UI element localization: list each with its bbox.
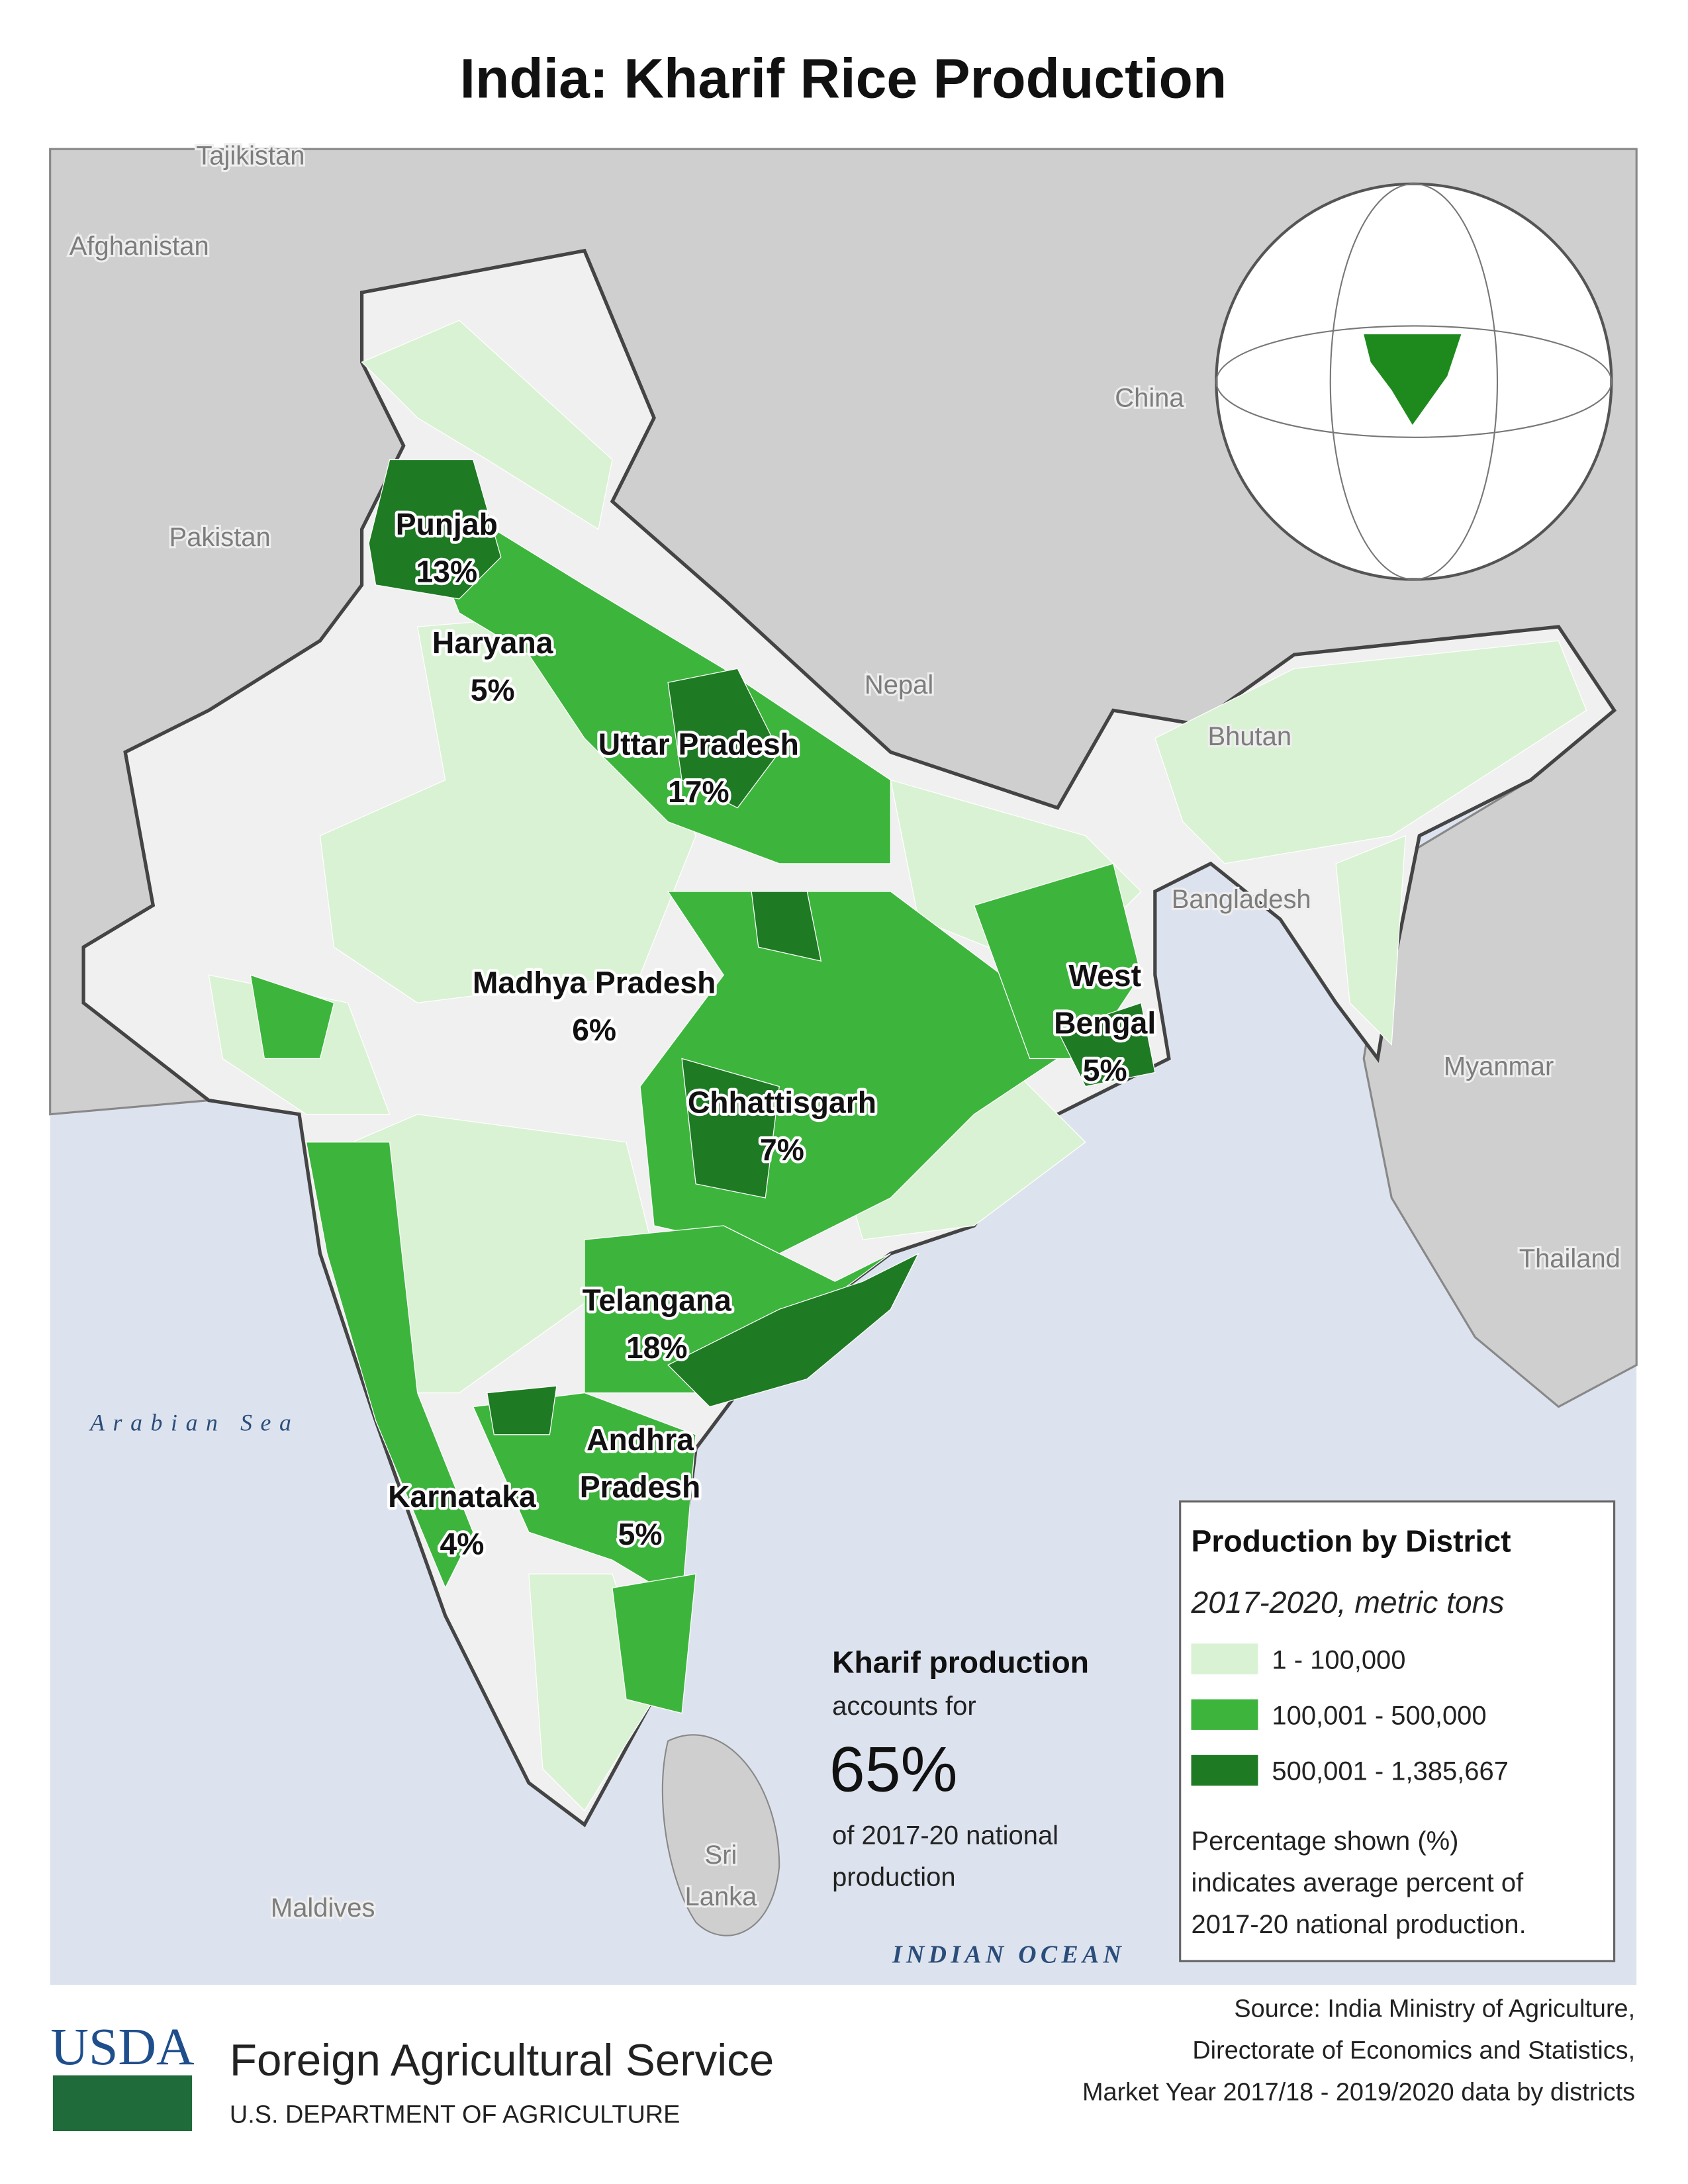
country-label: Afghanistan bbox=[70, 232, 209, 261]
state-percent: 5% bbox=[618, 1517, 663, 1551]
district-patch bbox=[305, 1142, 474, 1589]
legend-label: 500,001 - 1,385,667 bbox=[1272, 1757, 1508, 1786]
state-name: Madhya Pradesh bbox=[473, 966, 716, 1000]
district-patch bbox=[487, 1385, 557, 1435]
state-name: Uttar Pradesh bbox=[598, 727, 799, 762]
legend-swatch bbox=[1191, 1643, 1258, 1674]
country-label: Lanka bbox=[685, 1882, 758, 1911]
dept: U.S. DEPARTMENT OF AGRICULTURE bbox=[230, 2101, 680, 2128]
source-line: Directorate of Economics and Statistics, bbox=[1192, 2037, 1635, 2065]
district-patch bbox=[667, 1252, 919, 1408]
country-label: Sri bbox=[705, 1841, 737, 1870]
country-label: Bangladesh bbox=[1172, 885, 1311, 914]
locator-globe bbox=[1215, 182, 1613, 581]
state-name: Chhattisgarh bbox=[688, 1085, 876, 1120]
country-label: Maldives bbox=[271, 1893, 375, 1923]
footer: USDA Foreign Agricultural Service U.S. D… bbox=[50, 2018, 774, 2132]
country-label: China bbox=[1115, 384, 1184, 413]
district-patch bbox=[612, 1573, 696, 1714]
callout-text: accounts for bbox=[832, 1692, 976, 1721]
legend-note: Percentage shown (%) bbox=[1192, 1827, 1459, 1856]
state-name: Pradesh bbox=[580, 1469, 700, 1504]
state-percent: 4% bbox=[440, 1527, 485, 1561]
state-name: West bbox=[1068, 958, 1141, 993]
sri-lanka bbox=[661, 1734, 780, 1936]
legend-subtitle: 2017-2020, metric tons bbox=[1191, 1585, 1505, 1619]
legend-swatch bbox=[1191, 1754, 1258, 1786]
district-patch bbox=[1335, 835, 1406, 1046]
state-percent: 5% bbox=[1083, 1053, 1127, 1087]
callout-value: 65% bbox=[829, 1733, 958, 1805]
district-patch bbox=[681, 1058, 780, 1199]
legend bbox=[1179, 1500, 1616, 1962]
country-label: Tajikistan bbox=[196, 141, 305, 170]
state-name: Haryana bbox=[432, 625, 554, 660]
legend-label: 100,001 - 500,000 bbox=[1272, 1701, 1486, 1730]
legend-label: 1 - 100,000 bbox=[1272, 1645, 1405, 1674]
country-label: Bhutan bbox=[1208, 722, 1292, 751]
district-patch bbox=[1056, 1002, 1156, 1087]
district-patch bbox=[368, 459, 502, 600]
state-percent: 5% bbox=[471, 673, 515, 707]
state-name: Telangana bbox=[583, 1283, 733, 1317]
country-label: Thailand bbox=[1519, 1244, 1620, 1273]
title: India: Kharif Rice Production bbox=[460, 47, 1227, 109]
sea-label: Arabian Sea bbox=[89, 1409, 299, 1435]
district-patches bbox=[208, 320, 1587, 1811]
source-line: Source: India Ministry of Agriculture, bbox=[1234, 1995, 1635, 2023]
legend-note: 2017-20 national production. bbox=[1192, 1910, 1526, 1939]
country-label: Nepal bbox=[865, 670, 933, 700]
legend-title: Production by District bbox=[1192, 1524, 1511, 1558]
state-percent: 6% bbox=[572, 1013, 616, 1047]
district-patch bbox=[1154, 640, 1587, 864]
callout-text: of 2017-20 national bbox=[832, 1821, 1058, 1850]
callout-heading: Kharif production bbox=[832, 1645, 1089, 1680]
district-patch bbox=[361, 320, 613, 530]
state-percent: 13% bbox=[416, 555, 478, 589]
logo-text: USDA bbox=[50, 2018, 195, 2076]
country-label: Pakistan bbox=[169, 523, 271, 552]
district-patch bbox=[250, 974, 335, 1060]
india-locator bbox=[1364, 334, 1462, 425]
org: Foreign Agricultural Service bbox=[230, 2036, 774, 2085]
state-name: Bengal bbox=[1054, 1006, 1156, 1040]
district-patch bbox=[751, 891, 822, 962]
state-name: Andhra bbox=[586, 1422, 694, 1457]
logo-band bbox=[52, 2075, 193, 2132]
source-line: Market Year 2017/18 - 2019/2020 data by … bbox=[1082, 2079, 1635, 2107]
state-percent: 17% bbox=[668, 774, 729, 809]
sea-label: INDIAN OCEAN bbox=[892, 1940, 1125, 1968]
callout-text: production bbox=[832, 1863, 955, 1892]
district-patch bbox=[667, 668, 780, 809]
country-label: Myanmar bbox=[1444, 1052, 1554, 1081]
state-name: Punjab bbox=[396, 507, 498, 541]
state-name: Karnataka bbox=[388, 1479, 537, 1514]
state-percent: 18% bbox=[626, 1330, 688, 1365]
state-percent: 7% bbox=[760, 1132, 804, 1167]
legend-swatch bbox=[1191, 1699, 1258, 1730]
legend-note: indicates average percent of bbox=[1192, 1868, 1524, 1897]
